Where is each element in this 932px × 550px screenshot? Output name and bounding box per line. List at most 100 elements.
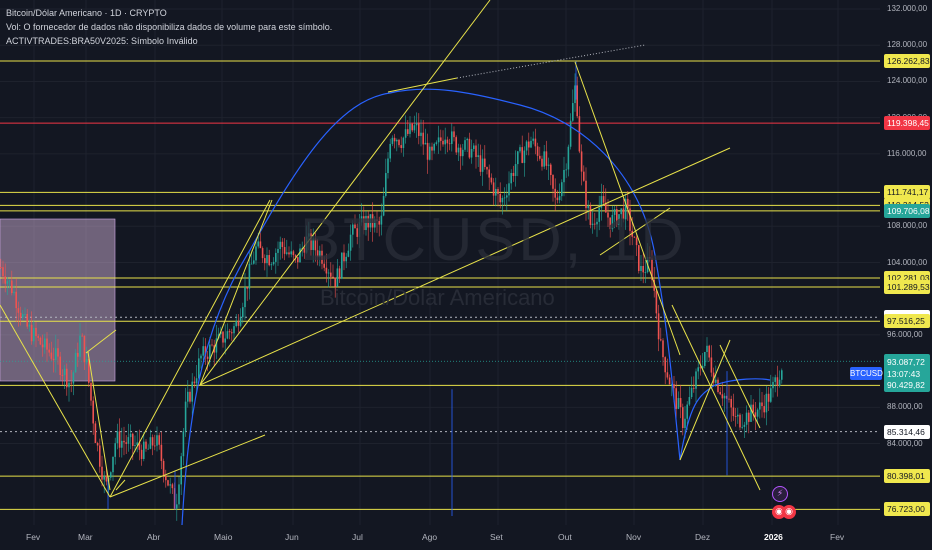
price-level-label[interactable]: 97.516,25 — [884, 314, 930, 329]
x-tick-label: Ago — [422, 532, 438, 542]
candle-body — [6, 281, 9, 284]
candle-body — [627, 198, 629, 209]
trendline — [679, 339, 731, 461]
us-flag-event-icon[interactable]: ◉ — [782, 505, 796, 519]
watermark-ticker: BTCUSD, 1D — [300, 206, 687, 273]
price-level-label[interactable]: 109.706,08 — [884, 203, 930, 218]
trendline — [85, 329, 117, 354]
candle-body — [741, 426, 743, 428]
trendline — [671, 304, 761, 491]
x-tick-label: Fev — [830, 532, 845, 542]
candle-body — [11, 280, 13, 294]
candle-body — [118, 431, 121, 448]
candle-body — [374, 219, 376, 228]
candle-body — [739, 414, 741, 428]
candle-body — [215, 338, 218, 353]
candle-body — [455, 137, 457, 153]
price-level-label[interactable]: 111.741,17 — [884, 185, 930, 200]
candle-body — [380, 215, 383, 225]
candle-body — [402, 137, 405, 149]
candle-body — [609, 217, 611, 230]
candle-body — [748, 412, 750, 422]
candle-body — [693, 387, 695, 389]
candle-body — [704, 352, 706, 366]
candle-body — [96, 443, 99, 446]
candle-body — [574, 85, 576, 104]
candle-body — [396, 139, 398, 142]
candle-body — [433, 143, 435, 151]
candle-body — [451, 131, 453, 144]
candle-body — [286, 252, 288, 254]
candle-body — [66, 368, 68, 388]
candle-body — [0, 267, 2, 268]
x-tick-label: Fev — [26, 532, 41, 542]
legend-symbol[interactable]: Bitcoin/Dólar Americano · 1D · CRYPTO — [6, 8, 167, 18]
candle-body — [506, 195, 508, 198]
candle-body — [59, 356, 61, 375]
candle-body — [600, 196, 603, 208]
candle-body — [622, 208, 625, 220]
price-level-label[interactable]: 126.262,83 — [884, 53, 930, 68]
candle-body — [193, 381, 196, 384]
candle-body — [444, 139, 446, 145]
candle-body — [616, 209, 618, 225]
candle-body — [341, 252, 343, 279]
candle-body — [508, 183, 510, 196]
candle-body — [228, 331, 231, 333]
candle-body — [330, 272, 332, 277]
candle-body — [338, 268, 341, 279]
candle-body — [79, 335, 81, 357]
candle-body — [543, 151, 545, 167]
candle-body — [598, 207, 600, 222]
legend-indicator: ACTIVTRADES:BRA50V2025: Símbolo Inválido — [6, 36, 198, 46]
candle-body — [565, 169, 567, 171]
candle-body — [521, 147, 523, 163]
candle-body — [143, 441, 145, 459]
candle-body — [264, 258, 266, 264]
candle-body — [682, 407, 684, 429]
price-level-label[interactable]: 76.723,00 — [884, 502, 930, 517]
candle-body — [8, 280, 11, 282]
candle-body — [776, 377, 779, 386]
candle-body — [671, 384, 673, 385]
candle-body — [189, 391, 191, 402]
candle-body — [629, 208, 631, 231]
legend-volume: Vol: O fornecedor de dados não disponibi… — [6, 22, 333, 32]
candle-body — [536, 146, 539, 156]
candle-body — [763, 406, 765, 413]
price-level-label[interactable]: 119.398,45 — [884, 116, 930, 131]
candle-body — [125, 442, 127, 444]
candle-body — [220, 331, 222, 335]
candle-body — [165, 475, 167, 481]
candle-body — [39, 337, 42, 345]
lightning-icon[interactable]: ⚡ — [772, 486, 788, 502]
candle-body — [470, 148, 473, 158]
candle-body — [576, 85, 578, 117]
candle-body — [319, 250, 321, 258]
candle-body — [712, 372, 715, 383]
candle-body — [310, 233, 312, 250]
candle-body — [30, 324, 33, 342]
y-tick-label: 84.000,00 — [887, 438, 923, 448]
candle-body — [761, 402, 763, 407]
price-level-label[interactable]: 101.289,53 — [884, 280, 930, 295]
trendline — [87, 351, 111, 491]
candle-body — [123, 440, 125, 443]
candle-body — [169, 484, 171, 486]
candle-body — [418, 122, 420, 136]
candle-body — [167, 480, 169, 486]
candle-body — [369, 214, 372, 228]
price-level-label[interactable]: 85.314,46 — [884, 424, 930, 439]
candle-body — [151, 437, 154, 446]
price-level-label[interactable]: 80.398,01 — [884, 469, 930, 484]
candle-body — [517, 151, 519, 165]
candle-body — [668, 377, 671, 385]
candle-body — [393, 137, 396, 142]
candle-body — [688, 397, 691, 405]
candle-body — [242, 307, 244, 318]
candle-body — [715, 379, 717, 383]
candle-body — [756, 409, 759, 417]
candle-body — [321, 250, 323, 264]
candle-body — [360, 216, 363, 223]
